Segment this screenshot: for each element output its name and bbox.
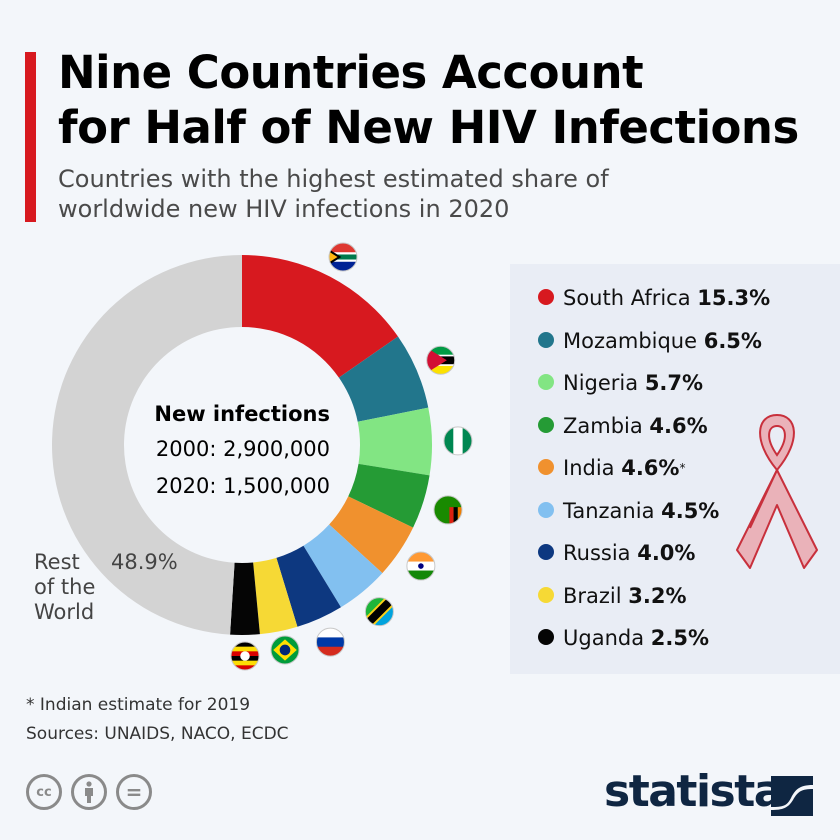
legend-item-brazil: Brazil 3.2% [538,582,687,610]
license-icons: cc = [26,774,152,810]
rest-label-line-1: Rest [34,550,80,574]
legend: South Africa 15.3% Mozambique 6.5% Nigeria… [510,264,840,674]
legend-item-nigeria: Nigeria 5.7% [538,369,703,397]
chart-subtitle: Countries with the highest estimated sha… [58,164,609,224]
mozambique-flag-icon [426,346,455,375]
legend-item-india: India 4.6%* [538,454,685,482]
legend-item-south-africa: South Africa 15.3% [538,284,770,312]
zambia-flag-icon [434,495,463,524]
legend-item-tanzania: Tanzania 4.5% [538,497,719,525]
rest-label-line-3: World [34,600,95,624]
legend-label: Nigeria [563,371,645,395]
rest-label-line-2: of the [34,575,96,599]
statista-logo[interactable]: statista [604,766,783,817]
legend-value: 2.5% [650,626,710,650]
russia-flag-icon [316,628,345,657]
legend-item-zambia: Zambia 4.6% [538,412,708,440]
legend-swatch [538,459,554,475]
donut-slice-tanzania [303,524,383,608]
legend-value: 5.7% [644,371,704,395]
legend-label: Uganda [563,626,651,650]
legend-swatch [538,416,554,433]
brazil-flag-icon [271,636,299,664]
legend-value: 4.0% [637,541,696,565]
center-2020-value: 2020: 1,500,000 [155,474,330,498]
chart-title: Nine Countries Account for Half of New H… [58,45,799,155]
center-heading: New infections [154,402,330,426]
legend-swatch [538,544,554,560]
flag-border [328,242,358,272]
flag-border [230,641,260,671]
donut-slice-uganda [230,562,260,635]
flag-border [433,495,463,525]
legend-label: Zambia [563,413,650,438]
center-2000-value: 2000: 2,900,000 [155,437,330,461]
legend-value: 6.5% [703,328,762,353]
title-line-1: Nine Countries Account [58,46,644,99]
attribution-icon[interactable] [71,774,107,810]
legend-item-uganda: Uganda 2.5% [538,624,709,652]
sources: Sources: UNAIDS, NACO, ECDC [26,724,289,744]
legend-label: Mozambique [563,328,704,353]
donut-slice-nigeria [357,407,432,476]
legend-label: India [563,456,622,480]
subtitle-line-1: Countries with the highest estimated sha… [58,165,609,193]
legend-value: 4.6% [621,456,680,480]
legend-label: South Africa [563,286,698,310]
legend-swatch [538,374,554,390]
legend-swatch [538,629,554,645]
legend-item-russia: Russia 4.0% [538,539,695,567]
legend-swatch [538,331,554,348]
no-derivatives-icon[interactable]: = [116,774,152,810]
donut-slice-russia [276,545,341,627]
donut-slice-zambia [348,463,430,528]
uganda-flag-icon [231,642,259,670]
flag-border [270,635,300,665]
subtitle-line-2: worldwide new HIV infections in 2020 [58,195,510,223]
flag-border [443,426,473,456]
legend-value: 15.3% [697,286,771,310]
title-accent-bar [25,52,36,222]
legend-label: Brazil [563,583,629,608]
tanzania-flag-icon [365,597,394,626]
legend-value: 3.2% [628,583,687,608]
donut-slice-india [329,496,414,574]
donut-slice-brazil [253,557,298,635]
donut-slice-rest-of-the-world [51,255,243,635]
donut-slice-mozambique [338,336,429,422]
legend-value: 4.6% [649,413,708,438]
flag-border [315,627,345,657]
rest-of-world-label: Rest of the World [34,550,95,625]
legend-label: Tanzania [563,498,662,523]
legend-value: 4.5% [661,498,720,523]
cc-icon[interactable]: cc [26,774,62,810]
statista-logo-mark-icon [771,776,813,816]
flag-border [406,551,436,581]
aids-ribbon-icon [736,414,818,569]
legend-swatch [538,501,554,518]
legend-label: Russia [563,541,638,565]
legend-item-mozambique: Mozambique 6.5% [538,327,762,355]
legend-swatch [538,586,554,603]
donut-slice-south-africa [242,255,399,378]
south-africa-flag-icon [329,243,357,271]
legend-footnote-marker: * [679,461,686,475]
legend-swatch [538,289,554,305]
flag-border [364,597,394,627]
nigeria-flag-icon [443,426,472,455]
india-flag-icon [406,552,435,581]
title-line-2: for Half of New HIV Infections [58,101,799,154]
rest-of-world-value: 48.9% [111,550,178,574]
footnote: * Indian estimate for 2019 [26,695,251,715]
flag-border [426,345,456,375]
